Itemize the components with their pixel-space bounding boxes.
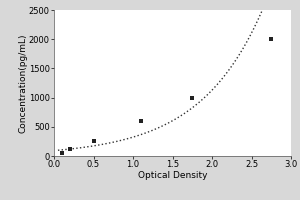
Y-axis label: Concentration(pg/mL): Concentration(pg/mL) xyxy=(18,33,27,133)
X-axis label: Optical Density: Optical Density xyxy=(138,171,207,180)
